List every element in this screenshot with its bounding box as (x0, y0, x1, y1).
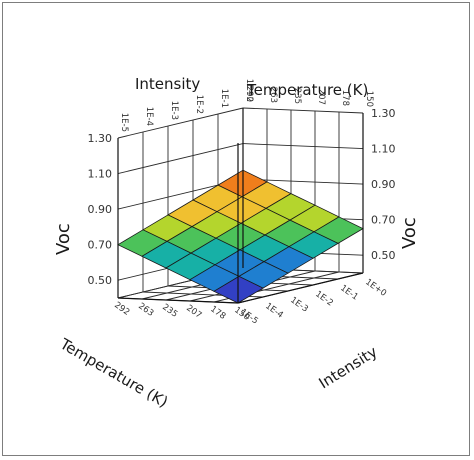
frame-edge (237, 272, 364, 304)
intensity-tick-top: 1E-4 (144, 107, 154, 126)
intensity-tick-top: 1E+0 (244, 79, 254, 102)
voc-tick-left: 0.70 (88, 239, 113, 252)
voc-tick-left: 1.30 (88, 132, 113, 145)
grid-line (117, 143, 244, 174)
intensity-tick-bottom: 1E-2 (313, 289, 335, 308)
temperature-axis-title-bottom: Temperature (K) (56, 334, 171, 411)
voc-tick-right: 0.70 (371, 214, 396, 227)
voc-tick-left: 1.10 (88, 168, 113, 181)
voc-tick-left: 0.90 (88, 203, 113, 216)
intensity-axis-title-top: Intensity (135, 75, 200, 93)
temperature-tick-top: 263 (268, 87, 278, 103)
surface-plot: 0.50 0.50 0.70 0.70 0.90 0.90 1.10 1.10 1.30 1.30… (53, 75, 420, 411)
grid-line (242, 143, 364, 150)
temperature-tick-bottom: 207 (184, 303, 203, 321)
chart-frame: 0.50 0.50 0.70 0.70 0.90 0.90 1.10 1.10 1.30 1.30… (2, 2, 470, 456)
voc-axis-title-right: Voc (399, 217, 420, 249)
intensity-tick-top: 1E-1 (219, 89, 229, 108)
frame-edge (117, 297, 239, 304)
intensity-tick-bottom: 1E-3 (288, 295, 310, 314)
intensity-axis-title-bottom: Intensity (316, 342, 381, 392)
temperature-tick-top: 292 (244, 86, 254, 102)
temperature-tick-top: 207 (316, 89, 326, 105)
intensity-tick-top: 1E-2 (194, 95, 204, 114)
frame-edges (117, 108, 364, 304)
intensity-tick-bottom: 1E+0 (363, 277, 388, 299)
voc-axis-title-left: Voc (53, 223, 74, 255)
intensity-tick-top: 1E-5 (119, 113, 129, 132)
temperature-tick-top: 150 (364, 91, 374, 107)
temperature-tick-bottom: 292 (112, 300, 131, 318)
voc-tick-right: 0.50 (371, 249, 396, 262)
intensity-tick-top: 1E-3 (169, 101, 179, 120)
voc-tick-right: 1.10 (371, 143, 396, 156)
voc-tick-left: 0.50 (88, 274, 113, 287)
temperature-axis-title-top: Temperature (K) (246, 81, 368, 99)
temperature-tick-top: 235 (292, 88, 302, 104)
grid-line (117, 107, 244, 139)
grid-line (242, 107, 364, 114)
temperature-tick-top: 178 (340, 90, 350, 106)
intensity-tick-bottom: 1E-5 (238, 307, 260, 326)
voc-tick-right: 0.90 (371, 178, 396, 191)
voc-tick-right: 1.30 (371, 107, 396, 120)
temperature-tick-bottom: 263 (136, 301, 155, 319)
intensity-tick-bottom: 1E-1 (338, 283, 360, 302)
temperature-tick-bottom: 235 (160, 302, 179, 320)
temperature-tick-bottom: 178 (208, 304, 227, 322)
surface (117, 169, 364, 304)
intensity-tick-bottom: 1E-4 (263, 301, 285, 320)
